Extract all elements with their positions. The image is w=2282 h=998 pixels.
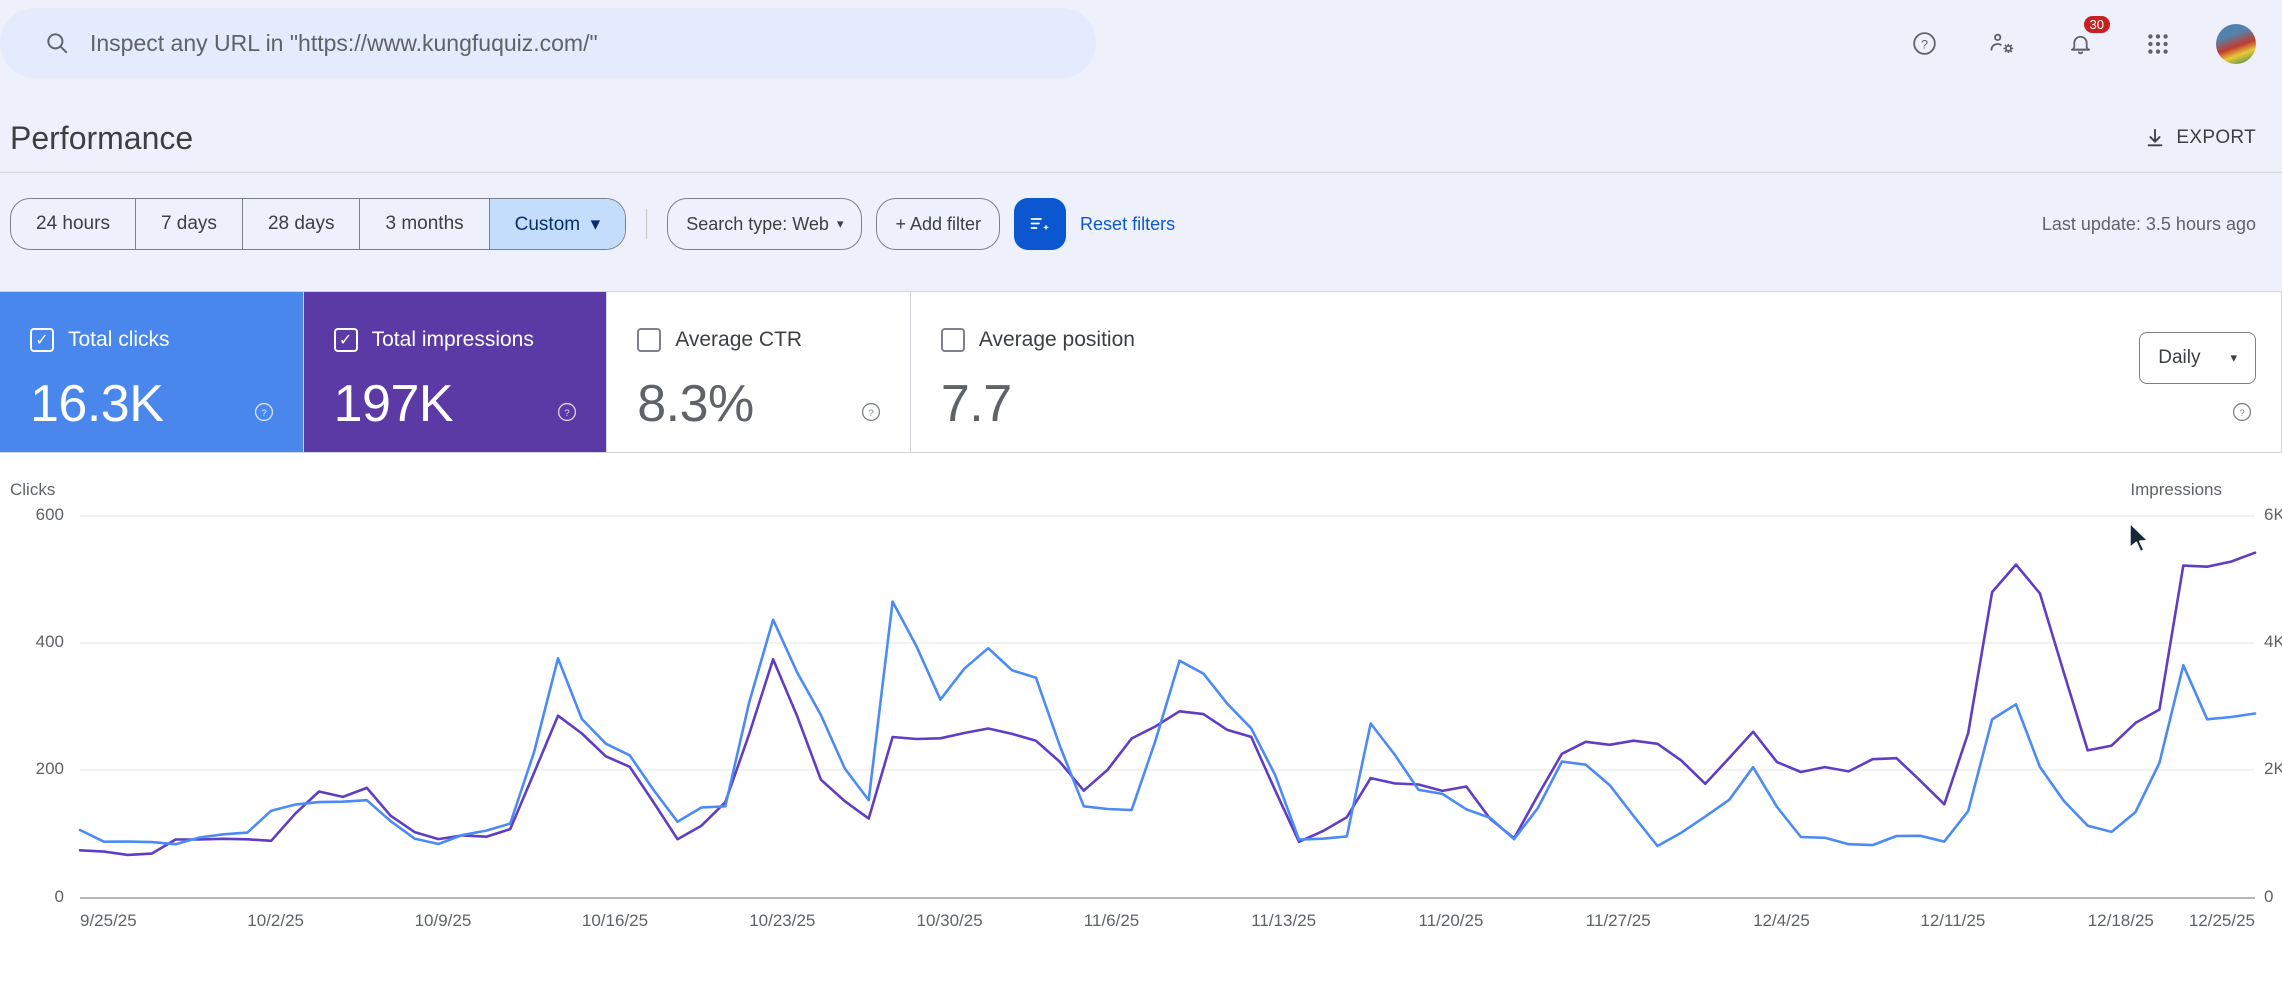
svg-text:4K: 4K (2264, 632, 2282, 651)
svg-text:10/30/25: 10/30/25 (917, 911, 983, 930)
svg-text:2K: 2K (2264, 759, 2282, 778)
svg-text:10/2/25: 10/2/25 (247, 911, 304, 930)
svg-text:0: 0 (2264, 887, 2273, 906)
svg-text:?: ? (1921, 38, 1928, 52)
svg-text:0: 0 (55, 887, 64, 906)
svg-text:?: ? (2239, 408, 2244, 419)
svg-text:12/18/25: 12/18/25 (2088, 911, 2154, 930)
svg-text:12/11/25: 12/11/25 (1920, 911, 1985, 930)
svg-text:10/9/25: 10/9/25 (415, 911, 472, 930)
svg-text:400: 400 (36, 632, 64, 651)
svg-text:11/13/25: 11/13/25 (1251, 911, 1316, 930)
svg-text:?: ? (868, 408, 873, 419)
svg-text:12/25/25: 12/25/25 (2189, 911, 2255, 930)
svg-text:200: 200 (36, 759, 64, 778)
svg-text:11/27/25: 11/27/25 (1586, 911, 1651, 930)
svg-text:9/25/25: 9/25/25 (80, 911, 137, 930)
svg-text:6K: 6K (2264, 505, 2282, 524)
svg-text:600: 600 (36, 505, 64, 524)
svg-text:10/23/25: 10/23/25 (749, 911, 815, 930)
svg-text:11/20/25: 11/20/25 (1419, 911, 1484, 930)
svg-text:?: ? (565, 408, 570, 419)
svg-text:?: ? (261, 408, 266, 419)
svg-text:10/16/25: 10/16/25 (582, 911, 648, 930)
svg-text:12/4/25: 12/4/25 (1753, 911, 1810, 930)
svg-text:11/6/25: 11/6/25 (1084, 911, 1139, 930)
